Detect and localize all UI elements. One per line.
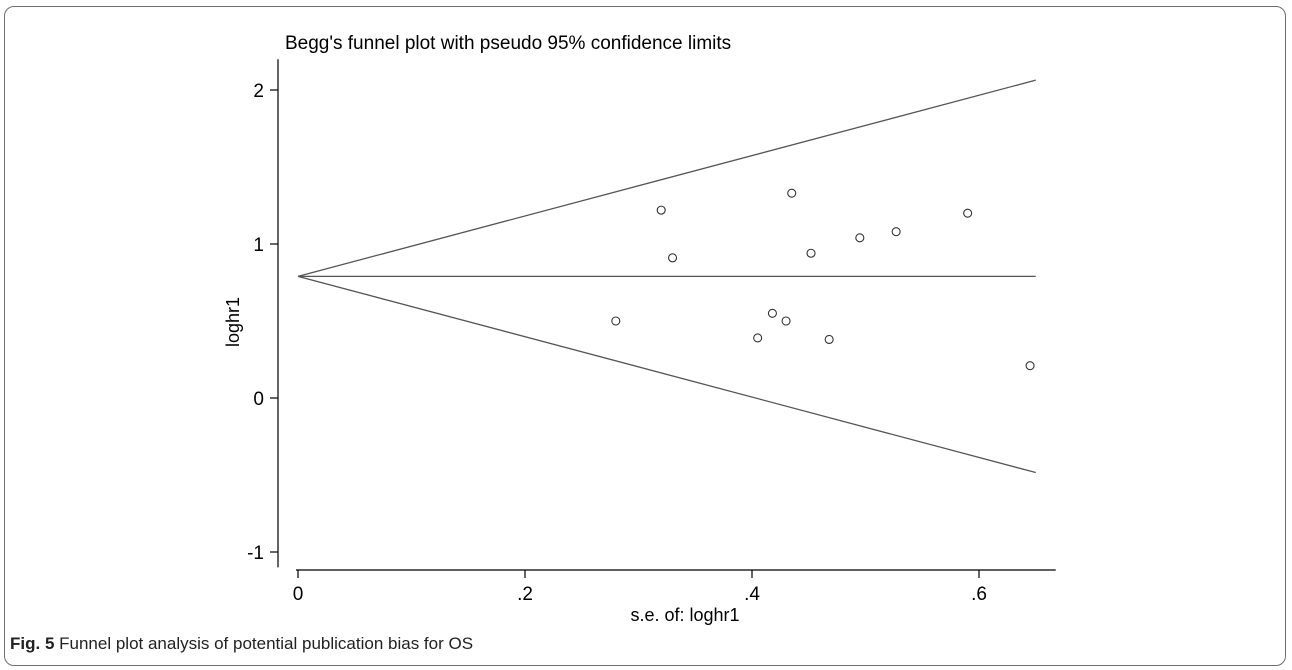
study-point (667, 253, 678, 263)
study-point (963, 208, 973, 218)
study-point (891, 227, 901, 237)
caption-label: Fig. 5 (10, 634, 55, 653)
figure-caption: Fig. 5 Funnel plot analysis of potential… (10, 634, 473, 654)
study-point (656, 205, 666, 215)
study-point (753, 333, 763, 343)
study-point (1025, 361, 1035, 371)
axes: -1 0 1 2 0 .2 .4 .6 (247, 59, 1056, 605)
study-point (806, 248, 816, 258)
funnel-plot: Begg's funnel plot with pseudo 95% confi… (223, 33, 1056, 625)
study-point (824, 334, 834, 345)
study-point (781, 316, 791, 326)
x-tick-label: .4 (744, 584, 760, 605)
y-tick-label: -1 (247, 543, 264, 564)
chart-marks (297, 79, 1036, 474)
lower-confidence-limit (297, 275, 1036, 474)
study-point (767, 308, 777, 318)
upper-confidence-limit (297, 79, 1036, 277)
figure-frame (4, 6, 1286, 666)
study-point (611, 316, 621, 326)
caption-text: Funnel plot analysis of potential public… (54, 634, 474, 653)
study-point (855, 233, 865, 243)
x-axis-label: s.e. of: loghr1 (630, 605, 739, 625)
y-tick-label: 1 (253, 235, 264, 256)
x-tick-label: 0 (293, 584, 304, 605)
y-tick-label: 0 (253, 389, 264, 410)
y-tick-label: 2 (253, 81, 264, 102)
chart-title: Begg's funnel plot with pseudo 95% confi… (285, 33, 731, 54)
x-tick-label: .2 (517, 584, 533, 605)
y-axis-label: loghr1 (223, 297, 243, 347)
study-point (787, 188, 797, 198)
x-tick-label: .6 (971, 584, 987, 605)
